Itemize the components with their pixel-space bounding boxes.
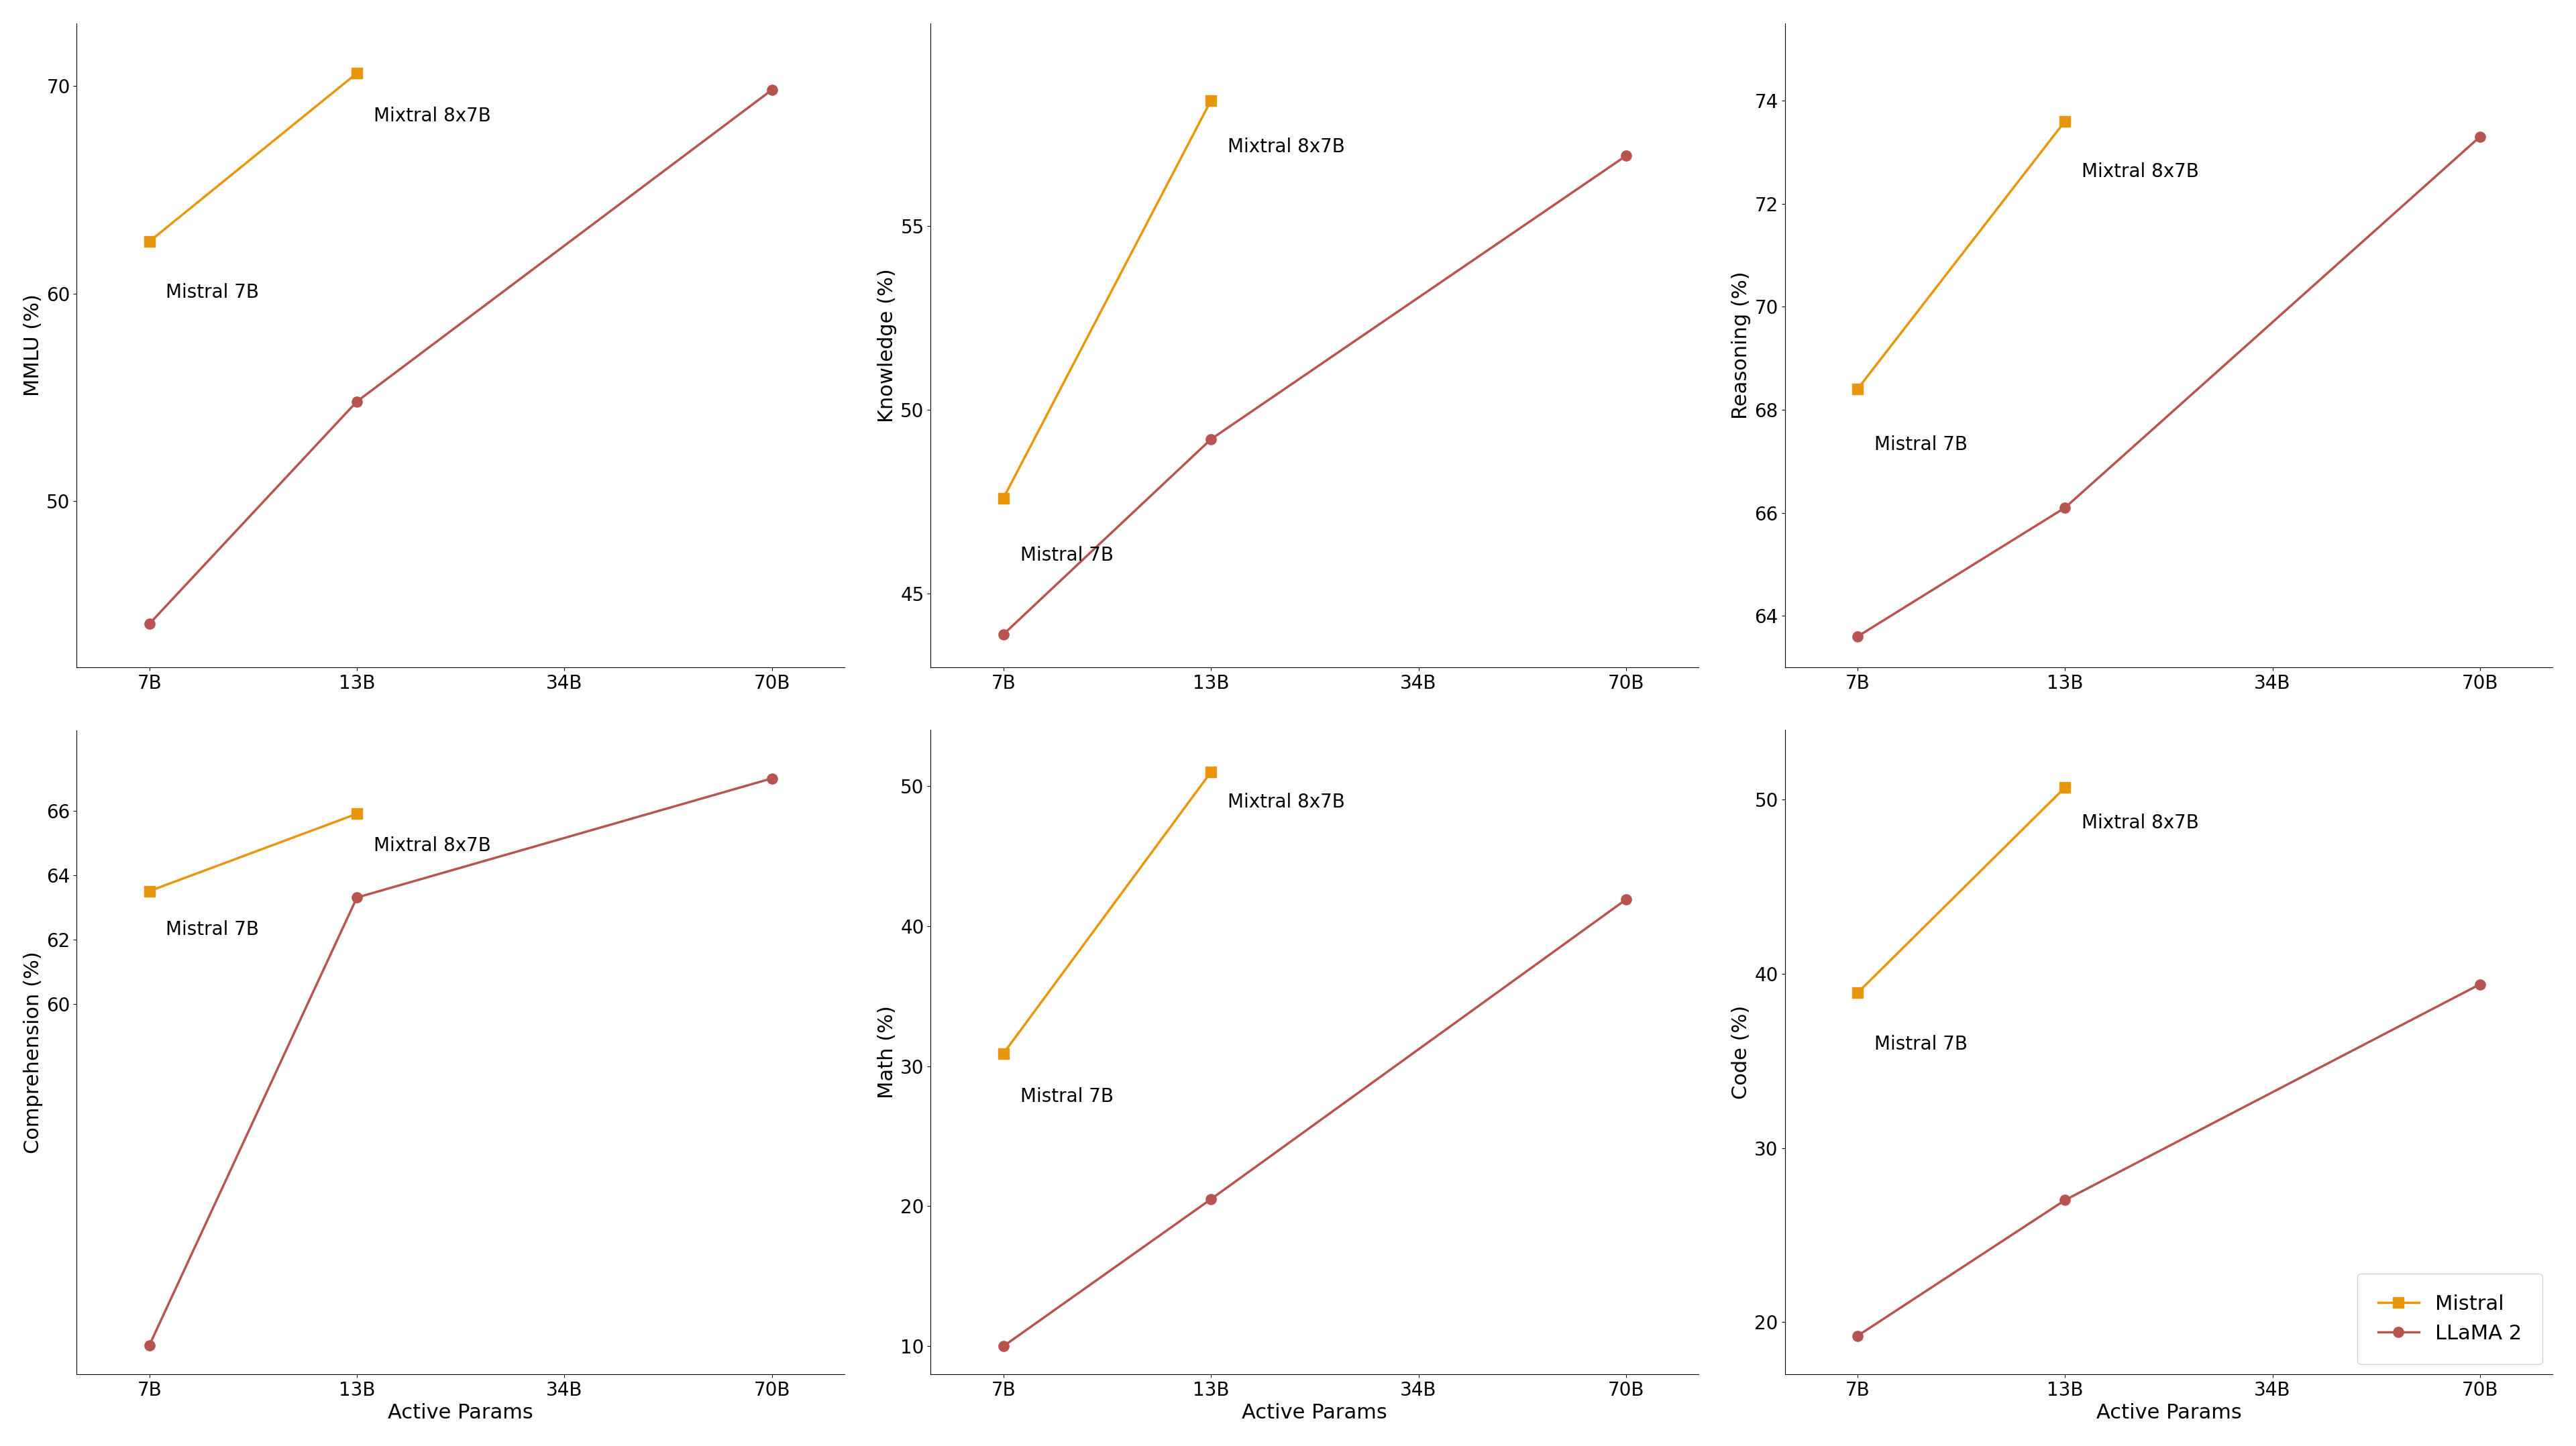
Mistral xyxy=(989,490,1020,508)
Line: LLaMA 2: LLaMA 2 xyxy=(1852,979,2486,1340)
Y-axis label: Reasoning (%): Reasoning (%) xyxy=(1731,272,1752,419)
LLaMA 2 xyxy=(134,615,165,632)
LLaMA 2 xyxy=(1610,891,1641,908)
Text: Mistral 7B: Mistral 7B xyxy=(165,920,260,938)
LLaMA 2 xyxy=(757,81,788,98)
Mistral xyxy=(343,65,374,82)
Line: LLaMA 2: LLaMA 2 xyxy=(144,774,778,1351)
Text: Mixtral 8x7B: Mixtral 8x7B xyxy=(1229,137,1345,156)
Text: Mistral 7B: Mistral 7B xyxy=(1875,435,1968,454)
Text: Mixtral 8x7B: Mixtral 8x7B xyxy=(2081,814,2200,833)
Mistral xyxy=(134,233,165,250)
LLaMA 2 xyxy=(989,1338,1020,1355)
Text: Mixtral 8x7B: Mixtral 8x7B xyxy=(374,836,492,855)
Line: Mistral: Mistral xyxy=(999,766,1216,1058)
Line: LLaMA 2: LLaMA 2 xyxy=(999,150,1631,639)
Line: Mistral: Mistral xyxy=(1852,782,2071,998)
Mistral xyxy=(1842,380,1873,398)
LLaMA 2 xyxy=(2050,499,2081,516)
Text: Mistral 7B: Mistral 7B xyxy=(1875,1035,1968,1054)
LLaMA 2 xyxy=(134,1336,165,1353)
Line: Mistral: Mistral xyxy=(1852,116,2071,395)
Mistral xyxy=(1842,985,1873,1002)
LLaMA 2 xyxy=(757,769,788,787)
LLaMA 2 xyxy=(2465,976,2496,993)
Mistral xyxy=(1195,93,1226,110)
LLaMA 2 xyxy=(1842,628,1873,645)
Mistral xyxy=(989,1045,1020,1063)
Line: Mistral: Mistral xyxy=(144,808,363,897)
Legend: Mistral, LLaMA 2: Mistral, LLaMA 2 xyxy=(2357,1274,2543,1364)
Y-axis label: Code (%): Code (%) xyxy=(1731,1005,1752,1099)
X-axis label: Active Params: Active Params xyxy=(2097,1403,2241,1423)
Line: Mistral: Mistral xyxy=(999,95,1216,503)
Line: Mistral: Mistral xyxy=(144,68,363,247)
LLaMA 2 xyxy=(1195,1190,1226,1207)
Text: Mixtral 8x7B: Mixtral 8x7B xyxy=(374,107,492,126)
LLaMA 2 xyxy=(1195,431,1226,448)
LLaMA 2 xyxy=(1842,1327,1873,1345)
LLaMA 2 xyxy=(343,889,374,907)
X-axis label: Active Params: Active Params xyxy=(389,1403,533,1423)
Mistral xyxy=(1195,763,1226,781)
Text: Mistral 7B: Mistral 7B xyxy=(165,283,260,302)
Y-axis label: Math (%): Math (%) xyxy=(878,1005,896,1099)
Mistral xyxy=(134,882,165,899)
Y-axis label: Knowledge (%): Knowledge (%) xyxy=(878,269,896,422)
Mistral xyxy=(2050,113,2081,130)
Mistral xyxy=(343,805,374,823)
Line: LLaMA 2: LLaMA 2 xyxy=(144,85,778,629)
Text: Mistral 7B: Mistral 7B xyxy=(1020,547,1113,565)
LLaMA 2 xyxy=(989,626,1020,643)
LLaMA 2 xyxy=(2050,1192,2081,1209)
LLaMA 2 xyxy=(1610,147,1641,165)
Text: Mixtral 8x7B: Mixtral 8x7B xyxy=(1229,792,1345,811)
LLaMA 2 xyxy=(343,393,374,411)
Mistral xyxy=(2050,779,2081,797)
Text: Mixtral 8x7B: Mixtral 8x7B xyxy=(2081,162,2200,181)
X-axis label: Active Params: Active Params xyxy=(1242,1403,1388,1423)
Line: LLaMA 2: LLaMA 2 xyxy=(999,895,1631,1352)
Line: LLaMA 2: LLaMA 2 xyxy=(1852,132,2486,642)
LLaMA 2 xyxy=(2465,129,2496,146)
Y-axis label: MMLU (%): MMLU (%) xyxy=(23,294,44,396)
Text: Mistral 7B: Mistral 7B xyxy=(1020,1087,1113,1106)
Y-axis label: Comprehension (%): Comprehension (%) xyxy=(23,951,44,1154)
